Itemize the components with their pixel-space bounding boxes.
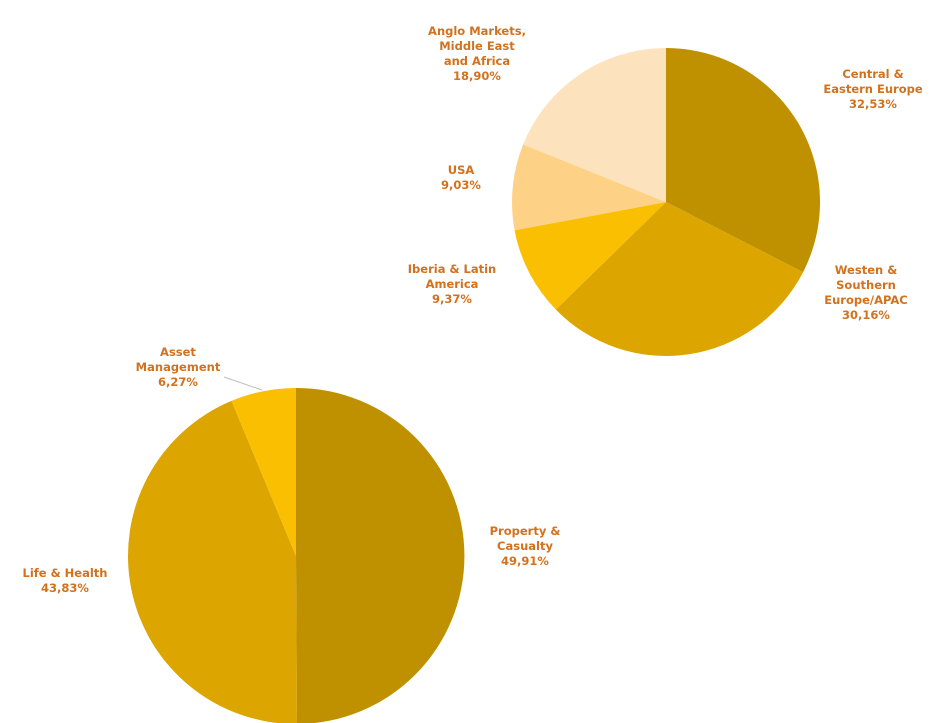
regions-slice-iberia-latin-america <box>514 202 666 310</box>
regions-slice-westen-southern-europe-apac <box>555 202 804 356</box>
slice-value-label: 9,03% <box>441 178 481 192</box>
regions-slice-anglo-markets-middle-east-and-africa <box>523 48 666 202</box>
slice-category-label: Eastern Europe <box>823 82 922 96</box>
regions-slice-usa <box>512 144 666 231</box>
slice-category-label: Asset <box>160 345 196 359</box>
slice-category-label: Europe/APAC <box>824 293 907 307</box>
regions-pie-chart: Central & Eastern Europe 32,53% Westen & Sou… <box>408 24 923 356</box>
segments-leader-line-asset-management <box>223 376 263 391</box>
slice-value-label: 9,37% <box>432 292 472 306</box>
slice-category-label: Westen & <box>835 263 897 277</box>
segments-slice-property-casualty <box>296 387 465 723</box>
slice-category-label: Middle East <box>439 39 515 53</box>
slice-category-label: Anglo Markets, <box>428 24 526 38</box>
slice-category-label: America <box>426 277 479 291</box>
slice-value-label: 49,91% <box>501 554 549 568</box>
regions-data-label-central-eastern-europe: Central & Eastern Europe 32,53% <box>823 67 922 111</box>
regions-data-label-westen-southern-europe-apac: Westen & Southern Europe/APAC 30,16% <box>824 263 907 322</box>
regions-data-label-anglo-markets-middle-east-and-africa: Anglo Markets, Middle East and Africa 18,90… <box>428 24 526 83</box>
regions-data-label-iberia-latin-america: Iberia & Latin America 9,37% <box>408 262 496 306</box>
slice-category-label: and Africa <box>444 54 510 68</box>
segments-slice-asset-management <box>231 388 296 556</box>
slice-category-label: Management <box>136 360 221 374</box>
segments-data-label-property-casualty: Property & Casualty 49,91% <box>490 524 561 568</box>
slice-category-label: Southern <box>836 278 896 292</box>
slice-category-label: Central & <box>842 67 903 81</box>
slice-value-label: 32,53% <box>849 97 897 111</box>
slice-category-label: Property & <box>490 524 561 538</box>
segments-data-label-asset-management: Asset Management 6,27% <box>136 345 221 389</box>
business-segments-pie-chart: Property & Casualty 49,91% Life & Health 43,… <box>23 345 561 723</box>
slice-value-label: 18,90% <box>453 69 501 83</box>
slice-category-label: Life & Health <box>23 566 108 580</box>
regions-data-label-usa: USA 9,03% <box>441 163 481 192</box>
slice-value-label: 6,27% <box>158 375 198 389</box>
slice-value-label: 30,16% <box>842 308 890 322</box>
slice-category-label: Casualty <box>497 539 553 553</box>
segments-slice-life-health <box>128 400 297 723</box>
segments-data-label-life-health: Life & Health 43,83% <box>23 566 108 595</box>
slice-category-label: Iberia & Latin <box>408 262 496 276</box>
slice-value-label: 43,83% <box>41 581 89 595</box>
slice-category-label: USA <box>448 163 475 177</box>
regions-slice-central-eastern-europe <box>666 47 821 273</box>
